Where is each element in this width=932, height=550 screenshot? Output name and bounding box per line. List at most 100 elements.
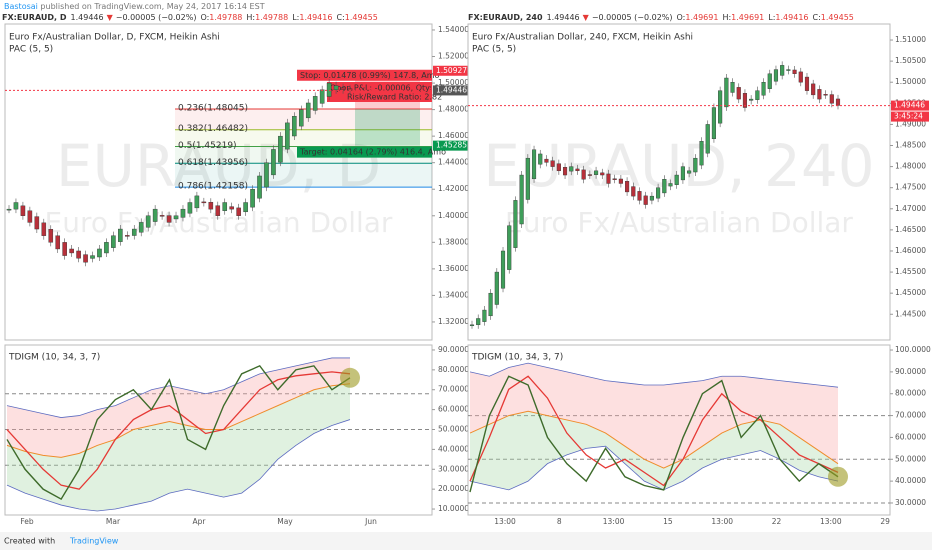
- candle: [111, 235, 116, 248]
- text-part: 1.49446: [71, 13, 104, 22]
- candle: [69, 248, 74, 254]
- text-part: 1.49691: [685, 13, 718, 22]
- candle: [761, 82, 766, 96]
- candle: [271, 149, 276, 176]
- candle: [637, 191, 642, 201]
- candle: [145, 215, 151, 228]
- candle: [507, 225, 512, 270]
- x-tick-label: 8: [557, 517, 562, 526]
- y-tick-label: 1.47500: [895, 183, 926, 192]
- upper-zone: [470, 363, 838, 469]
- watermark: EURAUD, 240: [483, 132, 874, 200]
- candle: [525, 157, 530, 200]
- y-tick-label: 20.0000: [438, 484, 469, 493]
- text-part: 1.49691: [731, 13, 764, 22]
- candle: [674, 174, 679, 185]
- upper-line: [6, 357, 350, 418]
- y-tick-label: 1.48500: [895, 141, 926, 150]
- price-pane: [467, 23, 891, 341]
- candle: [166, 215, 172, 223]
- candle: [550, 160, 555, 167]
- candle: [649, 195, 654, 201]
- y-tick-label: 90.0000: [895, 367, 926, 376]
- candle: [326, 82, 332, 97]
- y-tick-label: 30.0000: [895, 498, 926, 507]
- price-label-box: [433, 85, 471, 96]
- pane-title: Euro Fx/Australian Dollar, 240, FXCM, He…: [472, 33, 693, 43]
- candle: [208, 201, 214, 210]
- candle: [668, 183, 673, 187]
- candle: [643, 195, 648, 205]
- x-tick-label: 13:00: [820, 517, 842, 526]
- candle: [215, 205, 221, 216]
- x-tick-label: 22: [772, 517, 782, 526]
- slow-line: [469, 375, 839, 487]
- candle: [83, 254, 88, 263]
- candle: [476, 318, 481, 326]
- candle: [201, 201, 207, 204]
- countdown: 3:45:24: [894, 112, 923, 121]
- price-label-box: [433, 140, 471, 151]
- candle: [333, 85, 339, 90]
- candle: [298, 109, 304, 127]
- text-part: 1.49455: [345, 13, 378, 22]
- fib-label: 0.236(1.48045): [178, 104, 248, 114]
- y-tick-label: 30.0000: [438, 464, 469, 473]
- lower-line: [469, 445, 839, 491]
- y-tick-label: 1.38000: [438, 237, 469, 246]
- x-tick-label: Mar: [106, 517, 121, 526]
- y-tick-label: 40.0000: [438, 444, 469, 453]
- mid-line: [469, 410, 839, 469]
- candle: [131, 228, 137, 236]
- pane-title: Euro Fx/Australian Dollar, D, FXCM, Heik…: [9, 33, 220, 43]
- candle: [736, 87, 741, 100]
- pnl-label: Open P&L: -0.00006, Qty: 10: [330, 84, 445, 93]
- candle: [662, 179, 667, 194]
- text-part: Bastosai: [4, 2, 38, 11]
- stop-box: [297, 69, 432, 81]
- price-label: 1.49446: [436, 85, 467, 94]
- candle: [173, 215, 179, 220]
- y-tick-label: 90.0000: [438, 345, 469, 354]
- indicator-title: TDIGM (10, 34, 3, 7): [8, 353, 100, 363]
- candle: [829, 94, 834, 104]
- y-tick-label: 70.0000: [895, 411, 926, 420]
- y-tick-label: 1.48000: [895, 162, 926, 171]
- x-tick-label: May: [277, 517, 293, 526]
- candle: [798, 71, 803, 83]
- candle: [250, 189, 255, 208]
- target-zone: [355, 109, 420, 146]
- rr-label: Risk/Reward Ratio: 2.82: [347, 93, 442, 102]
- y-tick-label: 1.46500: [895, 225, 926, 234]
- down-arrow: ▼: [583, 13, 590, 22]
- text-part: 1.49455: [821, 13, 854, 22]
- fib-zone: [175, 163, 432, 188]
- y-tick-label: 1.52000: [438, 52, 469, 61]
- x-tick-label: 13:00: [494, 517, 516, 526]
- y-tick-label: 10.0000: [438, 504, 469, 513]
- y-tick-label: 1.50000: [895, 77, 926, 86]
- price-label: 1.49446: [894, 101, 925, 110]
- candle: [687, 170, 692, 174]
- candle: [194, 195, 200, 209]
- candle: [118, 228, 123, 242]
- text-part: L:: [768, 13, 775, 22]
- candle: [285, 122, 290, 150]
- candle: [575, 168, 580, 172]
- candle: [55, 235, 61, 250]
- x-tick-label: 13:00: [711, 517, 733, 526]
- indicator-pane: [467, 344, 891, 516]
- text-part: O:: [677, 13, 686, 22]
- price-label: 1.50927: [436, 66, 467, 75]
- y-tick-label: 1.54000: [438, 25, 469, 34]
- candle: [319, 89, 325, 104]
- candle: [513, 200, 518, 248]
- y-tick-label: 1.47000: [895, 204, 926, 213]
- candle: [786, 69, 791, 71]
- y-tick-label: 1.50500: [895, 56, 926, 65]
- watermark: Euro Fx/Australian Dollar: [505, 206, 853, 239]
- text-part: FX:EURAUD, 240: [468, 13, 543, 22]
- fib-zone: [175, 129, 432, 147]
- y-tick-label: 80.0000: [895, 389, 926, 398]
